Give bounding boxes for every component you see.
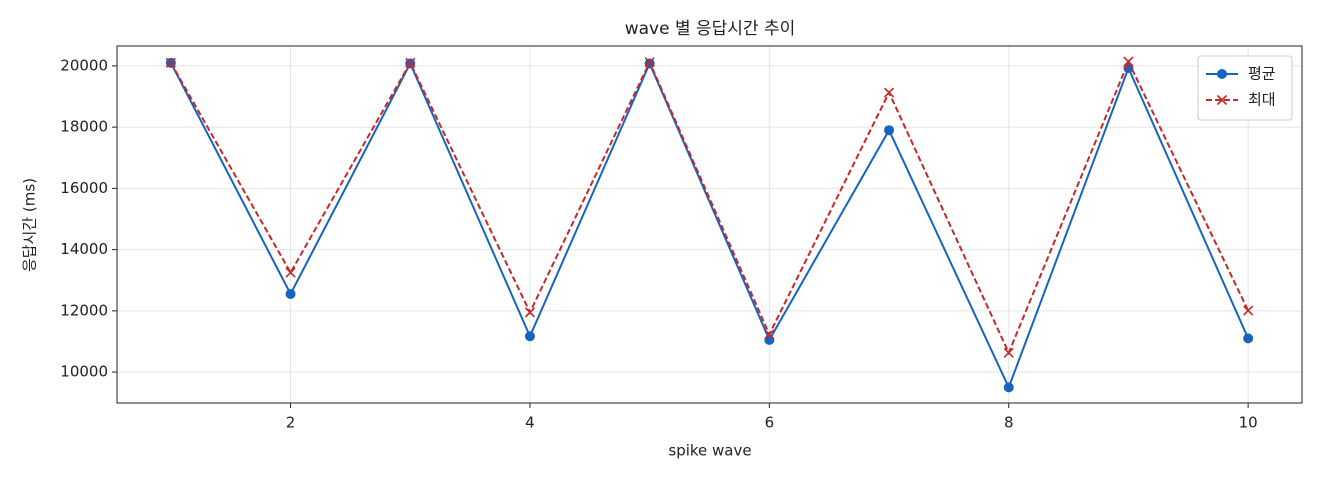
marker [524, 331, 535, 342]
marker [883, 87, 895, 98]
y-tick-label: 12000 [60, 301, 108, 319]
y-tick-label: 14000 [60, 240, 108, 258]
marker-x [285, 267, 296, 278]
marker [285, 289, 296, 300]
plot-frame [116, 45, 1303, 404]
y-tick-label: 20000 [60, 56, 108, 74]
y-tick-label: 18000 [60, 118, 108, 136]
y-axis-label: 응답시간 (ms) [21, 178, 39, 272]
marker-x [644, 57, 655, 68]
marker-x [524, 307, 536, 318]
x-axis-label: spike wave [668, 442, 751, 460]
y-tick-label: 10000 [60, 363, 108, 381]
marker [764, 329, 775, 340]
legend-label: 평균 [1248, 65, 1276, 83]
marker [1243, 333, 1254, 344]
marker-x [1243, 305, 1254, 316]
marker [165, 57, 176, 68]
marker [1216, 94, 1228, 106]
marker [1123, 56, 1134, 67]
marker-x [883, 87, 895, 98]
x-tick-label: 6 [765, 414, 775, 432]
x-tick-label: 4 [525, 414, 535, 432]
marker [285, 267, 296, 278]
marker [1217, 69, 1227, 79]
marker [1003, 347, 1014, 358]
x-tick-label: 8 [1004, 414, 1014, 432]
legend-box [1197, 55, 1293, 121]
marker-x [1216, 94, 1228, 106]
marker-x [1003, 347, 1014, 358]
marker-x [165, 57, 176, 68]
legend-label: 최대 [1248, 91, 1276, 109]
series-line [169, 60, 1250, 390]
series-line [169, 59, 1250, 356]
marker [405, 57, 416, 68]
marker [1243, 305, 1254, 316]
marker [1003, 382, 1014, 393]
marker-x [764, 329, 775, 340]
marker [884, 125, 895, 136]
y-tick-label: 16000 [60, 179, 108, 197]
marker-x [405, 57, 416, 68]
x-tick-label: 10 [1239, 414, 1258, 432]
marker [524, 307, 536, 318]
marker [644, 57, 655, 68]
chart-title: wave 별 응답시간 추이 [625, 19, 796, 39]
marker-x [1123, 56, 1134, 67]
x-tick-label: 2 [286, 414, 296, 432]
